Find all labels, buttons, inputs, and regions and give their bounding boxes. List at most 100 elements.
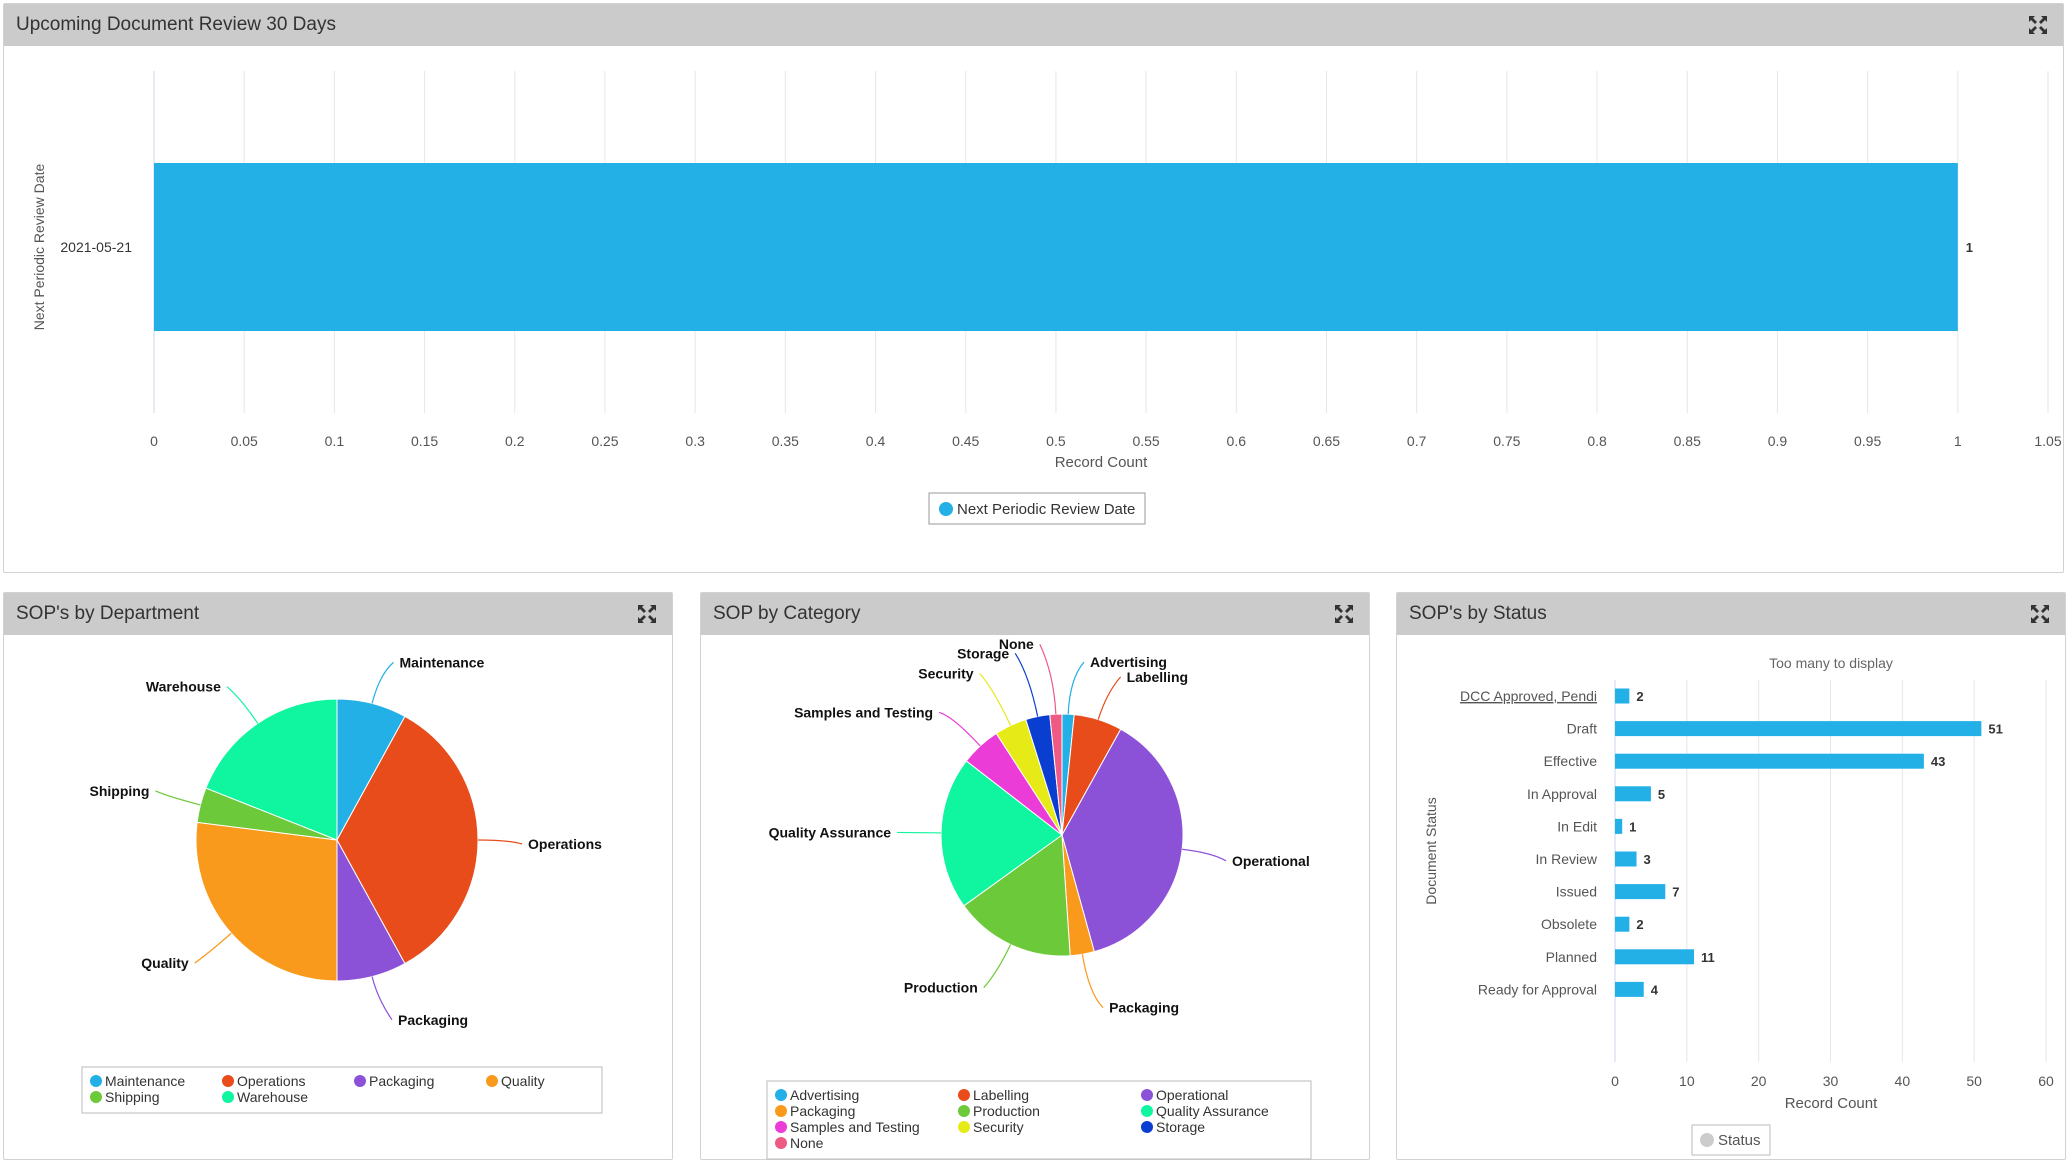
legend-marker xyxy=(775,1121,787,1133)
data-label: 1 xyxy=(1966,240,1973,255)
status-panel-header: SOP's by Status xyxy=(1397,593,2065,635)
legend-label: Packaging xyxy=(369,1073,434,1089)
legend-marker xyxy=(775,1089,787,1101)
status-panel: SOP's by Status 0 10 20 30 40 50 60 Too many to… xyxy=(1396,592,2066,1160)
pie-label: Packaging xyxy=(1109,1000,1179,1016)
legend-box xyxy=(928,492,1146,525)
pie-connector xyxy=(226,686,259,724)
legend-label: Status xyxy=(1718,1132,1761,1149)
legend-marker xyxy=(1700,1133,1714,1147)
department-panel-title: SOP's by Department xyxy=(16,603,200,624)
pie-label: Operations xyxy=(528,836,602,852)
x-tick-label: 0 xyxy=(1611,1073,1619,1089)
pie-connector xyxy=(979,672,1012,726)
expand-icon[interactable] xyxy=(2029,603,2051,625)
y-tick-label: In Edit xyxy=(1557,818,1597,834)
legend-label: Quality Assurance xyxy=(1156,1103,1269,1119)
x-tick-label: 0.05 xyxy=(231,433,258,449)
pie-label: Storage xyxy=(957,645,1009,661)
department-panel-header: SOP's by Department xyxy=(4,593,672,635)
x-tick-label: 40 xyxy=(1895,1073,1911,1089)
x-tick-label: 0.85 xyxy=(1674,433,1701,449)
pie-connector xyxy=(1014,653,1039,717)
pie-connector xyxy=(1067,661,1085,715)
bar xyxy=(1615,818,1623,834)
pie-connector xyxy=(1081,954,1104,1009)
x-tick-label: 0.6 xyxy=(1227,433,1247,449)
legend-marker xyxy=(939,502,953,516)
x-tick-label: 30 xyxy=(1823,1073,1839,1089)
data-label: 51 xyxy=(1988,722,2002,737)
pie-label: Maintenance xyxy=(400,654,485,670)
legend-label: Storage xyxy=(1156,1119,1205,1135)
x-tick-label: 1.05 xyxy=(2034,433,2061,449)
pie-connector xyxy=(983,944,1012,989)
pie-slice xyxy=(940,760,1063,907)
legend-label: Quality xyxy=(501,1073,545,1089)
bar xyxy=(1615,688,1630,704)
bar xyxy=(1615,981,1644,997)
x-tick-label: 0.1 xyxy=(325,433,345,449)
legend-label: Shipping xyxy=(105,1089,160,1105)
legend-label: Security xyxy=(973,1119,1024,1135)
legend-label: Operations xyxy=(237,1073,305,1089)
expand-icon[interactable] xyxy=(636,603,658,625)
y-tick-label: Ready for Approval xyxy=(1478,981,1597,997)
x-tick-label: 0.5 xyxy=(1046,433,1066,449)
pie-label: Quality Assurance xyxy=(769,824,892,840)
x-tick-label: 0.75 xyxy=(1493,433,1520,449)
x-tick-label: 0.25 xyxy=(591,433,618,449)
status-bar-chart: 0 10 20 30 40 50 60 Too many to display 2 DCC App… xyxy=(1423,655,2054,1156)
pie-label: Security xyxy=(918,665,973,681)
x-tick-label: 0.35 xyxy=(772,433,799,449)
legend-box xyxy=(81,1066,603,1114)
pie-connector xyxy=(1182,848,1227,862)
pie-label: Operational xyxy=(1232,853,1310,869)
x-tick-label: 0.4 xyxy=(866,433,886,449)
legend-marker xyxy=(354,1075,366,1087)
legend-marker xyxy=(958,1089,970,1101)
x-tick-label: 0.55 xyxy=(1132,433,1159,449)
x-tick-label: 0.2 xyxy=(505,433,525,449)
data-label: 4 xyxy=(1651,982,1659,997)
x-tick-label: 60 xyxy=(2038,1073,2054,1089)
data-label: 7 xyxy=(1672,885,1679,900)
y-axis-title: Next Periodic Review Date xyxy=(31,164,47,331)
review-panel-title: Upcoming Document Review 30 Days xyxy=(16,14,336,35)
x-tick-label: 20 xyxy=(1751,1073,1767,1089)
legend-marker xyxy=(775,1105,787,1117)
pie-label: Production xyxy=(904,980,978,996)
pie-connector xyxy=(155,790,201,806)
legend-marker xyxy=(958,1121,970,1133)
x-tick-label: 0.9 xyxy=(1768,433,1788,449)
legend-marker xyxy=(958,1105,970,1117)
legend-label: Maintenance xyxy=(105,1073,185,1089)
pie-slice xyxy=(336,715,479,965)
chart-title: Too many to display xyxy=(1769,655,1893,671)
y-tick-label: Draft xyxy=(1567,721,1597,737)
y-tick-label: Effective xyxy=(1544,753,1598,769)
x-tick-label: 0.15 xyxy=(411,433,438,449)
expand-icon[interactable] xyxy=(2027,14,2049,36)
bar xyxy=(1615,786,1651,802)
x-tick-label: 10 xyxy=(1679,1073,1695,1089)
legend-label: Labelling xyxy=(973,1087,1029,1103)
expand-icon[interactable] xyxy=(1333,603,1355,625)
y-tick-label: Obsolete xyxy=(1541,916,1597,932)
department-pie-chart: Maintenance Operations Packaging Quality Shi… xyxy=(81,654,603,1114)
legend-label: None xyxy=(790,1135,824,1151)
pie-label: Samples and Testing xyxy=(794,704,933,720)
x-tick-label: 0.3 xyxy=(685,433,705,449)
pie-label: Packaging xyxy=(398,1012,468,1028)
legend-label: Operational xyxy=(1156,1087,1228,1103)
data-label: 2 xyxy=(1636,917,1643,932)
data-label: 3 xyxy=(1644,852,1651,867)
y-tick-label: DCC Approved, Pendi xyxy=(1460,688,1597,704)
pie-connector xyxy=(938,711,981,747)
legend-marker xyxy=(1141,1105,1153,1117)
legend-marker xyxy=(486,1075,498,1087)
pie-slice xyxy=(1049,713,1063,836)
pie-label: Quality xyxy=(141,955,189,971)
category-panel-title: SOP by Category xyxy=(713,603,861,624)
y-tick-label: Planned xyxy=(1546,949,1597,965)
